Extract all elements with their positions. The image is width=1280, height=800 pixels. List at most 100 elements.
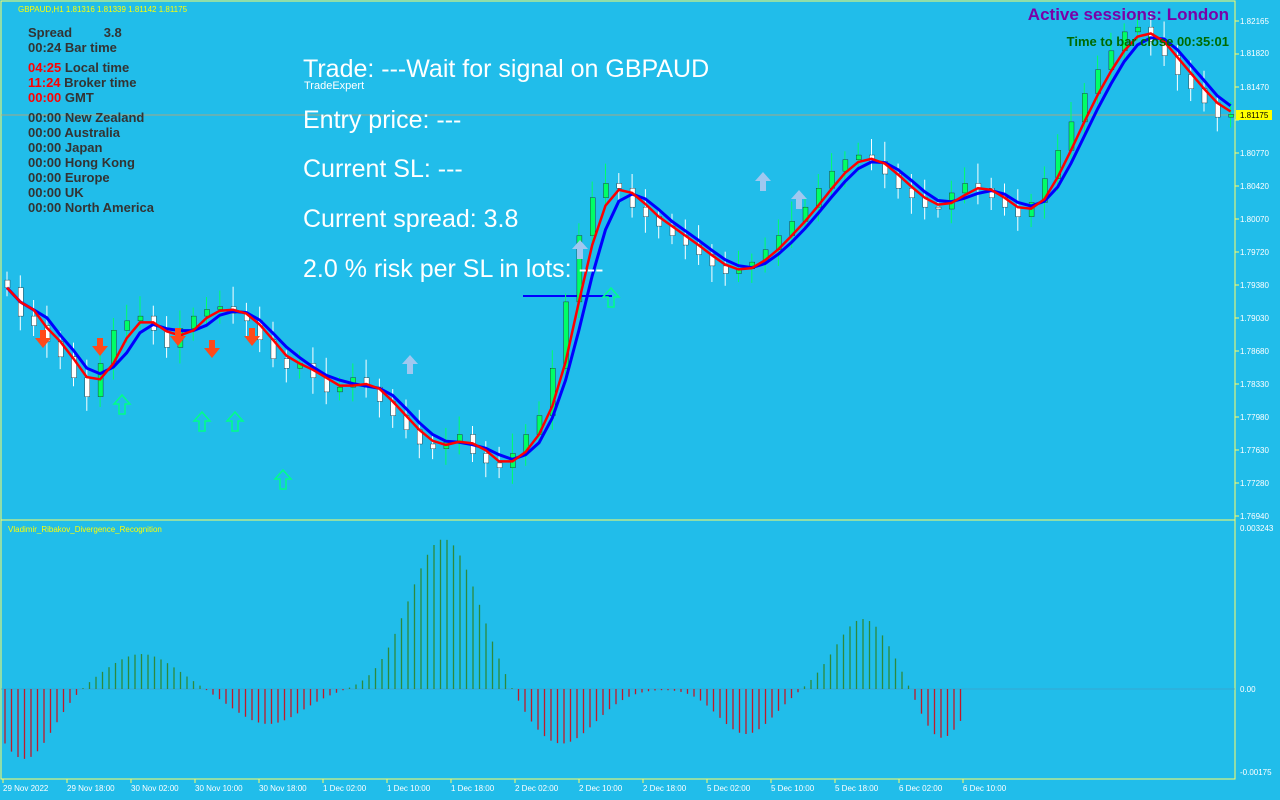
price-label: 1.78330 (1240, 380, 1269, 389)
gmt-row: 00:00 GMT (28, 90, 94, 105)
time-label: 1 Dec 10:00 (387, 784, 431, 793)
sell-arrow-icon (204, 340, 220, 358)
session-label: Europe (64, 170, 110, 185)
candle-body (842, 159, 849, 172)
gmt-value: 00:00 (28, 90, 62, 105)
bar-close-timer: Time to bar close 00:35:01 (1066, 34, 1229, 49)
candle-body (590, 197, 596, 236)
buy-arrow-icon (112, 393, 132, 415)
candle-body (124, 320, 130, 331)
ma-fast-line (6, 32, 1232, 463)
price-label: 1.81820 (1240, 49, 1269, 58)
time-label: 2 Dec 10:00 (579, 784, 623, 793)
current-price-box (1236, 110, 1272, 120)
bar-time-row: 00:24 Bar time (28, 40, 117, 55)
session-time: 00:00 (28, 200, 62, 215)
spread-row: Spread 3.8 (28, 25, 122, 40)
time-label: 5 Dec 18:00 (835, 784, 879, 793)
sell-arrow-icon (35, 330, 51, 348)
session-label: Australia (64, 125, 121, 140)
hint-arrow-icon (402, 355, 418, 374)
entry-price: Entry price: --- (303, 106, 462, 134)
candle-body (31, 315, 37, 326)
session-row: 00:00 Hong Kong (28, 155, 135, 170)
broker-time-row: 11:24 Broker time (28, 75, 136, 90)
price-label: 1.80420 (1240, 182, 1269, 191)
bar-time-label: Bar time (64, 40, 117, 55)
sell-arrow-icon (244, 328, 260, 346)
risk-per-sl: 2.0 % risk per SL in lots: --- (303, 255, 604, 283)
candle-body (84, 377, 91, 397)
price-label: 1.77280 (1240, 479, 1269, 488)
candle-body (284, 358, 290, 369)
time-label: 5 Dec 10:00 (771, 784, 815, 793)
session-row: 00:00 Japan (28, 140, 102, 155)
time-label: 2 Dec 02:00 (515, 784, 559, 793)
session-time: 00:00 (28, 185, 62, 200)
indicator-label: TradeExpert (304, 80, 365, 92)
moving-averages (5, 32, 1232, 463)
chart-frame (0, 0, 1236, 780)
session-label: Japan (64, 140, 103, 155)
current-sl: Current SL: --- (303, 155, 463, 183)
time-label: 30 Nov 18:00 (259, 784, 307, 793)
hint-arrow-icon (755, 172, 771, 191)
time-label: 5 Dec 02:00 (707, 784, 751, 793)
buy-arrow-icon (601, 286, 621, 308)
price-label: 1.77630 (1240, 446, 1269, 455)
active-sessions: Active sessions: London (1027, 5, 1229, 24)
broker-time-label: Broker time (64, 75, 137, 90)
session-time: 00:00 (28, 140, 62, 155)
candle-body (496, 462, 503, 468)
price-label: 1.81470 (1240, 83, 1269, 92)
indicator-axis-label: -0.00175 (1240, 768, 1272, 777)
candle-body (616, 183, 622, 189)
indicator-axis-label: 0.00 (1240, 685, 1256, 694)
price-label: 1.79030 (1240, 314, 1269, 323)
broker-time-value: 11:24 (28, 75, 61, 90)
price-label: 1.79380 (1240, 281, 1269, 290)
price-label: 1.80770 (1240, 149, 1269, 158)
gmt-label: GMT (64, 90, 94, 105)
spread-value: 3.8 (103, 25, 122, 40)
candle-body (816, 188, 822, 208)
sell-arrow-icon (170, 328, 186, 346)
candle-body (4, 279, 11, 288)
price-label: 1.77980 (1240, 413, 1269, 422)
time-label: 1 Dec 02:00 (323, 784, 367, 793)
current-spread: Current spread: 3.8 (303, 205, 519, 233)
candle-body (71, 356, 77, 378)
symbol-line: GBPAUD,H1 1.81316 1.81339 1.81142 1.8117… (18, 5, 188, 14)
candle-body (483, 453, 489, 464)
time-label: 6 Dec 02:00 (899, 784, 943, 793)
candle-body (935, 206, 942, 210)
buy-arrow-icon (225, 410, 245, 432)
hint-arrow-icon (791, 190, 807, 209)
session-row: 00:00 North America (28, 200, 154, 215)
candle-body (856, 154, 862, 160)
session-row: 00:00 Europe (28, 170, 110, 185)
current-price-label: 1.81175 (1240, 111, 1269, 120)
price-label: 1.82165 (1240, 17, 1269, 26)
price-label: 1.79720 (1240, 248, 1269, 257)
indicator-axis-label: 0.003243 (1240, 524, 1274, 533)
divergence-histogram (4, 539, 962, 759)
trade-status: Trade: ---Wait for signal on GBPAUD (303, 55, 710, 83)
session-time: 00:00 (28, 125, 62, 140)
session-label: Hong Kong (64, 155, 135, 170)
indicator-name: Vladimir_Ribakov_Divergence_Recognition (8, 525, 162, 534)
candle-body (217, 306, 224, 310)
ma-slow-line (5, 36, 1232, 461)
candle-body (1228, 114, 1234, 118)
session-label: North America (64, 200, 154, 215)
candle-body (1175, 55, 1181, 75)
price-label: 1.76940 (1240, 512, 1269, 521)
time-label: 29 Nov 2022 (3, 784, 49, 793)
session-row: 00:00 Australia (28, 125, 120, 140)
local-time-value: 04:25 (28, 60, 62, 75)
time-label: 1 Dec 18:00 (451, 784, 495, 793)
time-label: 2 Dec 18:00 (643, 784, 687, 793)
axis-ticks (2, 20, 1239, 783)
candle-body (430, 443, 436, 449)
